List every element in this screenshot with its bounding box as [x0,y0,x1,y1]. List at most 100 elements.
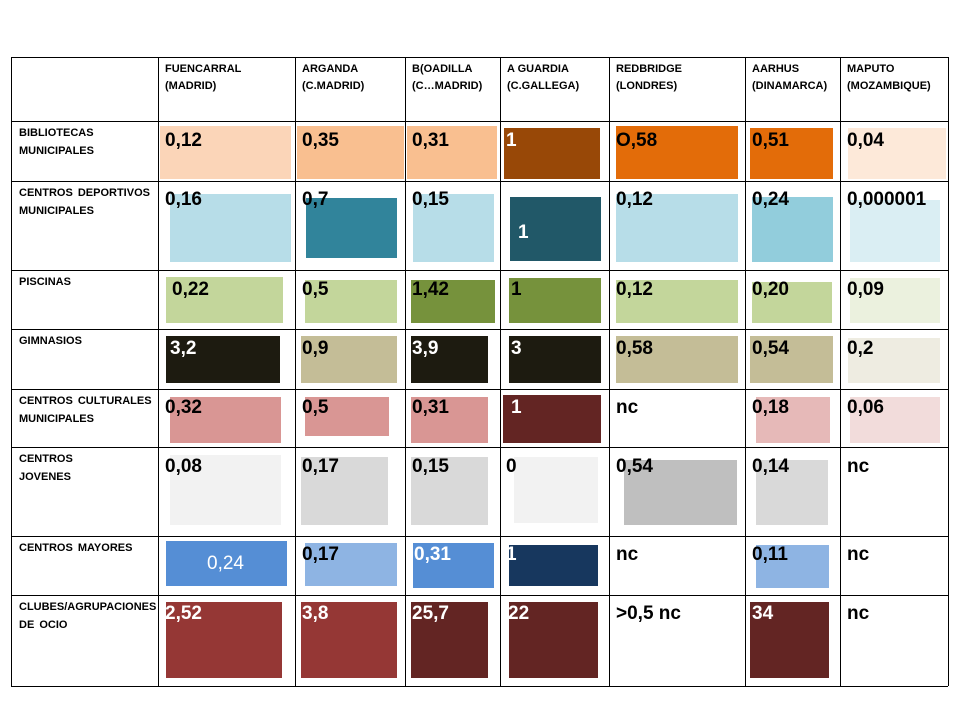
column-header-subtitle: (DINAMARCA) [752,80,828,92]
color-swatch [160,126,291,179]
cell-value: nc [847,456,870,477]
cell-value: 2,52 [165,603,202,624]
color-swatch [301,457,388,525]
cell-value: 3,9 [412,338,439,359]
color-swatch [411,397,488,443]
color-swatch [411,280,495,323]
color-swatch [305,397,389,436]
color-swatch [616,194,738,262]
table-row-line [11,536,948,537]
row-label: GIMNASIOS [19,332,82,350]
color-swatch [848,338,940,383]
color-swatch [756,460,828,525]
table-column-line [609,57,610,686]
cell-value: 0,04 [847,130,884,151]
column-header: ARGANDA (C.MADRID) [302,61,364,95]
table-row-line [11,389,948,390]
row-label-line: CENTROS [19,453,73,465]
column-header-title: A GUARDIA [507,63,569,75]
column-header-title: REDBRIDGE [616,63,683,75]
color-swatch [510,197,601,261]
row-label-line: CLUBES/AGRUPACIONES [19,601,157,613]
cell-value: 0,32 [165,397,202,418]
cell-value: 0,35 [302,130,339,151]
row-label-line: CENTROS DEPORTIVOS [19,187,150,199]
color-swatch [297,126,404,179]
column-header-subtitle: (C…MADRID) [412,80,483,92]
row-label-line: GIMNASIOS [19,335,82,347]
color-swatch [514,457,598,523]
row-label: CENTROS CULTURALES MUNICIPALES [19,392,152,428]
table-row-line [11,595,948,596]
color-swatch [509,602,598,678]
row-label-line: JOVENES [19,471,71,483]
column-header: A GUARDIA (C.GALLEGA) [507,61,579,95]
cell-value: 25,7 [412,603,449,624]
cell-value: 0,15 [412,189,449,210]
color-swatch [170,397,281,443]
color-swatch [411,336,488,383]
color-swatch [407,126,497,179]
table-row-line [11,181,948,182]
column-header-title: MAPUTO [847,63,895,75]
row-label-line: MUNICIPALES [19,145,94,157]
cell-value: nc [616,544,639,565]
color-swatch [305,280,397,323]
color-swatch [750,602,829,678]
cell-value: >0,5 nc [616,603,681,624]
cell-value: 0,31 [412,130,449,151]
table-row-line [11,686,948,687]
color-swatch [509,545,598,586]
row-label-line: MUNICIPALES [19,413,94,425]
cell-value: 0,09 [847,279,884,300]
cell-value: 0,17 [302,456,339,477]
cell-value: 0,20 [752,279,789,300]
column-header: MAPUTO (MOZAMBIQUE) [847,61,931,95]
color-swatch [166,336,280,383]
row-label: CENTROS MAYORES [19,539,132,557]
table-column-line [745,57,746,686]
column-header-subtitle: (LONDRES) [616,80,678,92]
cell-value: nc [847,603,870,624]
row-label: CLUBES/AGRUPACIONES DE OCIO [19,598,156,634]
cell-value: 0,5 [302,279,329,300]
cell-value: 0,31 [414,544,451,565]
cell-value: 3,8 [302,603,329,624]
color-swatch [750,336,833,383]
cell-value: 22 [508,603,530,624]
table-column-line [948,57,949,686]
color-swatch [503,395,601,443]
color-swatch [850,200,940,262]
column-header: B(OADILLA (C…MADRID) [412,61,482,95]
cell-value: 0,06 [847,397,884,418]
cell-value: 1 [506,130,517,151]
column-header: FUENCARRAL (MADRID) [165,61,241,95]
table-row-line [11,121,948,122]
column-header-title: ARGANDA [302,63,359,75]
row-label: BIBLIOTECAS MUNICIPALES [19,124,94,160]
table-column-line [500,57,501,686]
column-header-title: AARHUS [752,63,800,75]
color-swatch [616,336,738,383]
cell-value: 0,11 [752,544,788,565]
color-swatch [166,541,287,586]
cell-value: 0,15 [412,456,449,477]
cell-value: 0,14 [752,456,789,477]
cell-value: 0,54 [616,456,653,477]
color-swatch [166,277,283,323]
cell-value: 0,5 [302,397,329,418]
color-swatch [301,336,397,383]
column-header-title: FUENCARRAL [165,63,242,75]
table-column-line [295,57,296,686]
cell-value: 0,24 [207,553,244,574]
cell-value: O,58 [616,130,658,151]
color-swatch [301,602,397,678]
color-swatch [848,128,946,179]
cell-value: 1 [511,279,522,300]
color-swatch [752,197,833,262]
cell-value: 0,24 [752,189,789,210]
color-swatch [509,336,601,383]
cell-value: 0,31 [412,397,449,418]
table-row-line [11,57,948,58]
